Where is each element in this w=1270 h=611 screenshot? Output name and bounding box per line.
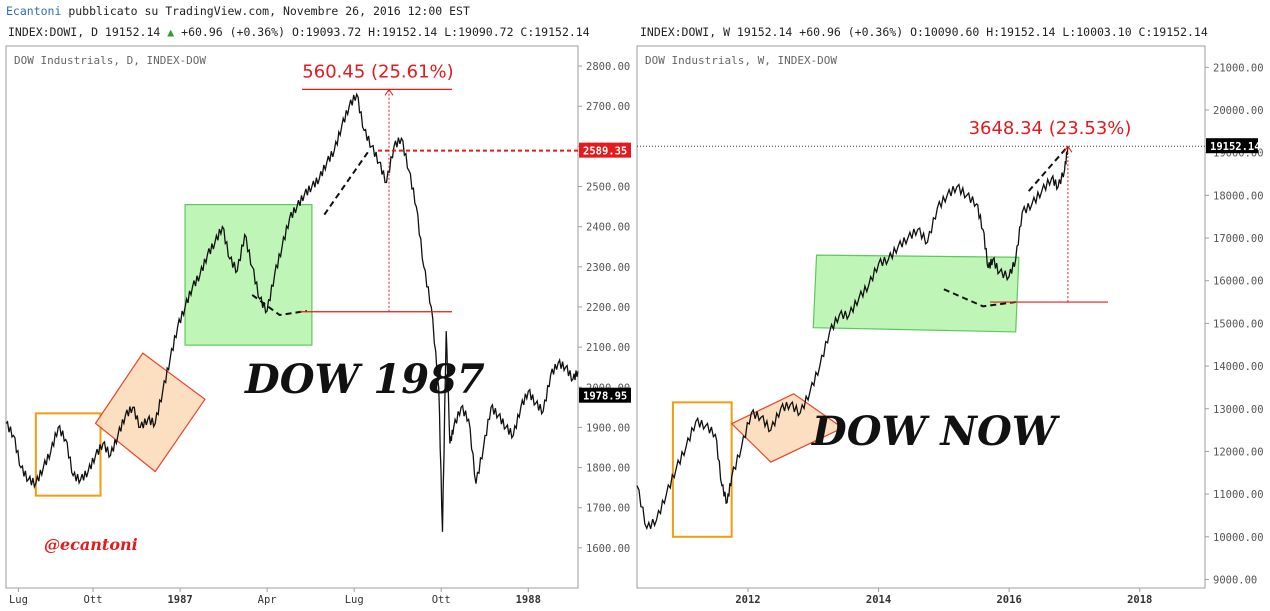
y-tick-label: 21000.00 [1213,62,1264,74]
price-label-text: 1978.95 [583,391,627,403]
y-tick-label: 1900.00 [586,422,630,434]
plot-frame [5,45,579,589]
price-label-text: 2589.35 [583,146,627,158]
orange-range-box [34,412,102,497]
chart-label: DOW Industrials, W, INDEX-DOW [645,54,837,67]
author-handle: @ecantoni [44,535,138,554]
y-tick-label: 15000.00 [1213,318,1264,330]
chart-label: DOW Industrials, D, INDEX-DOW [14,54,206,67]
published-text: pubblicato su TradingView.com, Novembre … [61,4,470,18]
quote-prefix: INDEX:DOWI, D 19152.14 [8,25,160,39]
trend-dashed-line [251,294,308,317]
y-tick-label: 2800.00 [586,61,630,73]
y-tick-label: 2700.00 [586,101,630,113]
x-tick-label: 1987 [167,594,192,606]
page-header: Ecantoni pubblicato su TradingView.com, … [6,4,470,18]
y-tick-label: 17000.00 [1213,233,1264,245]
orange-range-box [671,401,733,538]
x-tick-label: 2018 [1127,594,1152,606]
orange-channel-box [730,393,844,463]
x-tick-label: Lug [9,594,28,606]
y-tick-label: 11000.00 [1213,489,1264,501]
x-tick-label: Lug [345,594,364,606]
quote-line: INDEX:DOWI, W 19152.14 +60.96 (+0.36%) O… [640,25,1208,39]
y-tick-label: 1700.00 [586,503,630,515]
big-chart-title: DOW 1987 [244,356,485,403]
quote-change: +60.96 (+0.36%) [799,25,903,39]
trend-dashed-line [323,149,370,216]
y-tick-label: 1600.00 [586,543,630,555]
y-tick-label: 10000.00 [1213,532,1264,544]
x-tick-label: 1988 [516,594,541,606]
y-tick-label: 19000.00 [1213,148,1264,160]
price-label-box [1206,138,1258,154]
y-tick-label: 2400.00 [586,222,630,234]
quote-arrow: ▲ [167,25,174,39]
gain-label: 560.45 (25.61%) [302,61,453,82]
trend-dashed-line [943,288,1016,308]
green-range-box [812,254,1020,333]
y-tick-label: 18000.00 [1213,190,1264,202]
y-tick-label: 20000.00 [1213,105,1264,117]
y-tick-label: 2500.00 [586,182,630,194]
y-tick-label: 2200.00 [586,302,630,314]
price-series-line [5,92,579,532]
y-tick-label: 12000.00 [1213,446,1264,458]
author-link[interactable]: Ecantoni [6,4,62,18]
gain-arrow-head [1063,145,1073,153]
x-tick-label: 2014 [866,594,891,606]
gain-arrow-head [384,88,394,96]
y-tick-label: 2600.00 [586,141,630,153]
quote-change: +60.96 (+0.36%) [181,25,285,39]
y-tick-label: 1800.00 [586,463,630,475]
quote-ohlc: O:10090.60 H:19152.14 L:10003.10 C:19152… [910,25,1208,39]
x-tick-label: Ott [84,594,103,606]
x-tick-label: 2012 [735,594,760,606]
quote-prefix: INDEX:DOWI, W 19152.14 [640,25,792,39]
y-tick-label: 13000.00 [1213,404,1264,416]
x-tick-label: Ott [432,594,451,606]
quote-ohlc: O:19093.72 H:19152.14 L:19090.72 C:19152… [292,25,590,39]
gain-label: 3648.34 (23.53%) [969,118,1132,139]
price-label-text: 19152.14 [1210,141,1261,153]
y-tick-label: 2300.00 [586,262,630,274]
x-tick-label: 2016 [996,594,1021,606]
orange-channel-box [94,352,206,473]
quote-line: INDEX:DOWI, D 19152.14 ▲ +60.96 (+0.36%)… [8,25,590,39]
y-tick-label: 9000.00 [1213,574,1257,586]
price-label-box [579,387,631,403]
trend-dashed-line [1027,145,1069,192]
y-tick-label: 14000.00 [1213,361,1264,373]
price-label-box [579,142,631,158]
plot-frame [636,45,1206,589]
green-range-box [184,203,313,346]
x-tick-label: Apr [258,594,277,606]
y-tick-label: 2000.00 [586,382,630,394]
big-chart-title: DOW NOW [811,408,1061,455]
y-tick-label: 2100.00 [586,342,630,354]
price-series-line [636,146,1069,531]
y-tick-label: 16000.00 [1213,276,1264,288]
